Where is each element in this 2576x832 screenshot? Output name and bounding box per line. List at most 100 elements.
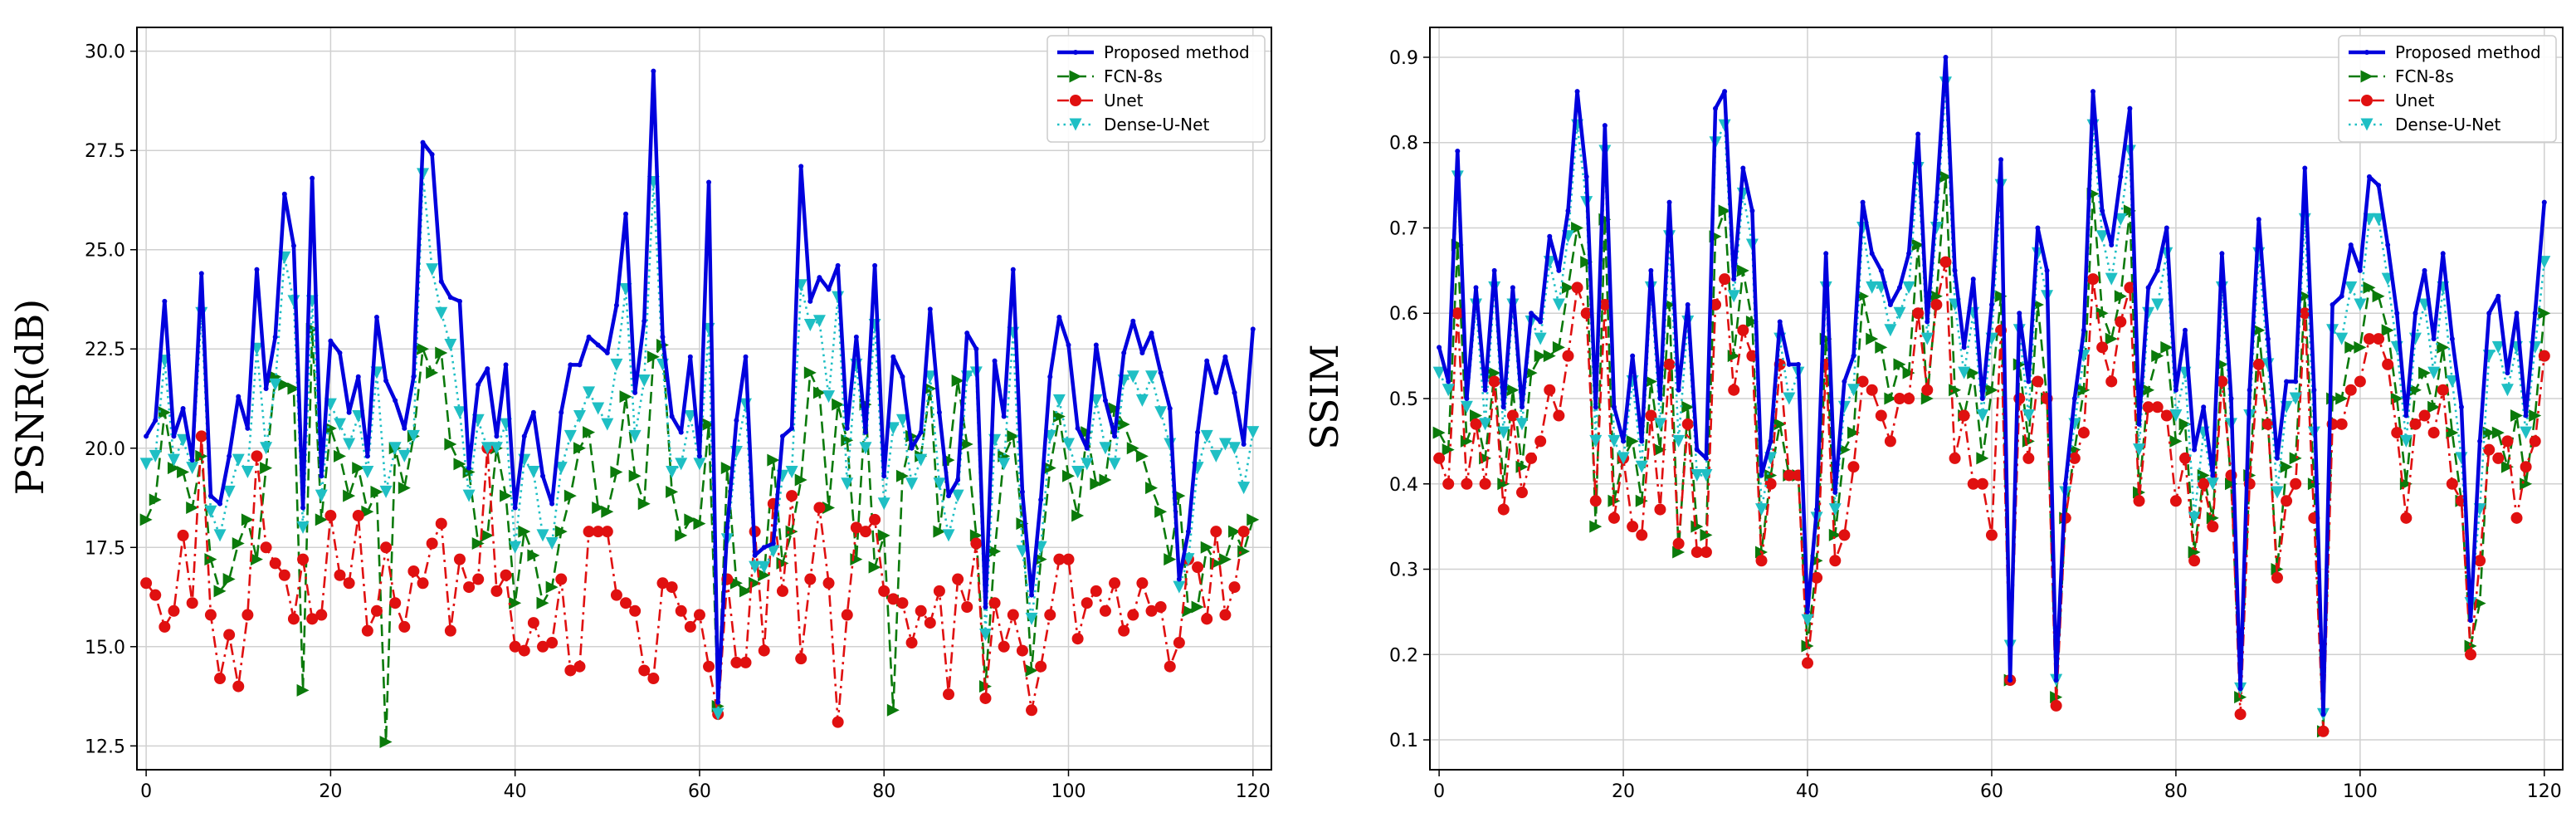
point-fcn [1034, 553, 1047, 566]
point-fcn [1007, 429, 1020, 443]
point-fcn [232, 536, 245, 550]
point-unet [389, 597, 402, 609]
point-fcn [186, 501, 199, 514]
point-proposed [420, 139, 426, 145]
point-fcn [500, 489, 513, 502]
point-unet [1681, 418, 1694, 430]
point-dense [859, 442, 872, 455]
y-tick-label: 0.5 [1389, 389, 1418, 410]
x-tick-label: 0 [1433, 781, 1445, 802]
point-unet [804, 573, 817, 585]
point-proposed [559, 409, 564, 415]
point-proposed [1130, 318, 1136, 324]
point-fcn [453, 458, 466, 471]
point-proposed [207, 493, 213, 499]
point-proposed [1768, 438, 1773, 444]
point-proposed [761, 545, 767, 551]
point-proposed [936, 409, 942, 415]
point-dense [149, 449, 162, 462]
point-proposed [660, 334, 666, 340]
point-dense [167, 453, 180, 467]
point-proposed [1676, 387, 1681, 393]
point-proposed [1538, 319, 1544, 325]
point-fcn [1506, 384, 1520, 397]
point-dense [260, 442, 273, 455]
point-proposed [254, 267, 260, 272]
point-fcn [767, 453, 780, 467]
point-unet [786, 490, 798, 502]
point-unet [2216, 375, 2228, 388]
point-dense [1081, 458, 1094, 471]
point-proposed [393, 398, 398, 404]
point-fcn [1460, 434, 1473, 448]
point-proposed [1832, 490, 1838, 496]
point-proposed [1102, 398, 1108, 404]
point-fcn [2123, 204, 2136, 218]
point-proposed [595, 342, 601, 348]
point-fcn [2446, 426, 2459, 439]
point-unet [2465, 648, 2477, 661]
point-proposed [2385, 242, 2391, 248]
point-fcn [1200, 541, 1213, 554]
point-unet [426, 537, 438, 550]
point-dense [1237, 482, 1251, 495]
point-dense [2289, 392, 2302, 405]
point-unet [435, 517, 447, 530]
point-fcn [195, 449, 208, 462]
point-unet [1755, 555, 1768, 567]
point-unet [2179, 452, 2191, 464]
point-unet [518, 644, 530, 657]
x-tick-label: 40 [504, 781, 527, 802]
y-tick-label: 25.0 [85, 241, 125, 262]
point-unet [398, 620, 411, 633]
point-dense [435, 306, 448, 320]
point-unet [924, 617, 936, 629]
point-unet [1645, 409, 1657, 422]
point-dense [232, 453, 245, 467]
point-dense [1016, 545, 1029, 558]
point-fcn [1071, 509, 1085, 522]
point-proposed [530, 409, 536, 415]
point-unet [287, 613, 300, 625]
point-proposed [2136, 421, 2142, 427]
point-proposed [319, 473, 324, 479]
point-fcn [1218, 553, 1232, 566]
point-fcn [417, 342, 430, 355]
point-unet [453, 553, 466, 565]
point-dense [684, 410, 697, 423]
point-unet [2142, 401, 2154, 414]
point-fcn [527, 549, 540, 562]
point-unet [1497, 503, 1510, 516]
point-unet [2382, 358, 2394, 370]
point-unet [1164, 660, 1176, 673]
legend-box [2338, 35, 2557, 143]
point-unet [417, 577, 429, 590]
point-fcn [1108, 402, 1121, 415]
point-fcn [1543, 350, 1556, 363]
point-unet [2087, 273, 2100, 286]
psnr-chart: 0 20 40 60 80 100 120 12.5 15.0 17.5 20.0 22.5 25.0 2… [7, 27, 1272, 802]
point-proposed [1066, 342, 1071, 348]
point-proposed [706, 179, 712, 185]
point-fcn [1442, 443, 1455, 457]
point-fcn [951, 374, 964, 387]
series-unet [140, 430, 1250, 728]
point-proposed [586, 334, 592, 340]
point-fcn [2197, 468, 2210, 482]
point-proposed [1952, 267, 1958, 273]
point-unet [1534, 435, 1547, 448]
point-proposed [1823, 251, 1829, 257]
point-unet [1154, 600, 1167, 613]
point-dense [2354, 298, 2367, 311]
point-proposed [2035, 225, 2041, 231]
point-proposed [1925, 319, 1930, 325]
point-unet [1016, 644, 1028, 657]
point-fcn [2381, 324, 2394, 337]
point-dense [711, 707, 724, 721]
point-unet [1127, 609, 1139, 621]
point-dense [803, 319, 817, 332]
point-unet [2391, 427, 2403, 439]
point-dense [564, 429, 577, 443]
point-fcn [1718, 204, 1731, 218]
point-proposed [1979, 396, 1985, 401]
